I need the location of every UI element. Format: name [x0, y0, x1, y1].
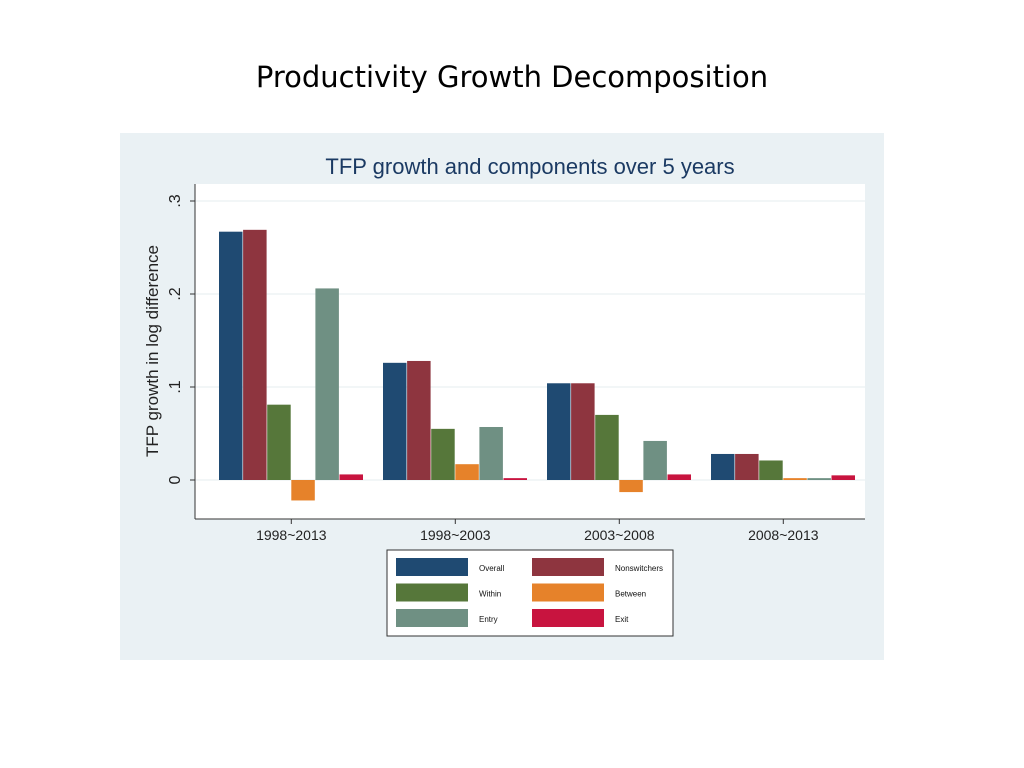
bar-between-1 [291, 480, 315, 501]
x-tick-label: 2003~2008 [584, 527, 655, 543]
bar-exit-3 [667, 474, 691, 480]
legend-label-entry: Entry [479, 615, 498, 624]
y-tick-label: .3 [167, 194, 184, 207]
x-tick-label: 1998~2013 [256, 527, 327, 543]
x-tick-label: 2008~2013 [748, 527, 819, 543]
bar-between-2 [455, 464, 479, 480]
chart-title: TFP growth and components over 5 years [325, 154, 734, 179]
y-axis-label: TFP growth in log difference [143, 245, 162, 457]
y-tick-label: .1 [167, 380, 184, 393]
legend-label-overall: Overall [479, 564, 505, 573]
bar-within-4 [759, 460, 783, 480]
bars [219, 229, 855, 501]
legend-swatch-within [396, 583, 468, 602]
bar-entry-4 [807, 478, 831, 480]
bar-exit-4 [831, 475, 855, 480]
bar-entry-2 [479, 426, 503, 480]
chart-figure: TFP growth and components over 5 years 0… [120, 133, 884, 660]
bar-within-2 [431, 428, 455, 480]
bar-between-3 [619, 480, 643, 493]
bar-overall-4 [711, 453, 735, 480]
x-tick-label: 1998~2003 [420, 527, 491, 543]
legend-swatch-overall [396, 558, 468, 576]
bar-nonswitchers-3 [571, 383, 595, 480]
bar-entry-1 [315, 288, 339, 480]
bar-within-3 [595, 414, 619, 480]
legend-label-within: Within [479, 590, 501, 599]
bar-between-4 [783, 478, 807, 480]
bar-overall-2 [383, 362, 407, 480]
bar-nonswitchers-2 [407, 360, 431, 480]
y-ticks: 0 .1 .2 .3 [167, 194, 195, 484]
bar-entry-3 [643, 440, 667, 480]
bar-exit-2 [503, 478, 527, 480]
y-tick-label: 0 [167, 475, 184, 484]
legend-swatch-nonswitchers [532, 558, 604, 576]
legend-label-nonswitchers: Nonswitchers [615, 564, 663, 573]
y-tick-label: .2 [167, 287, 184, 300]
legend-swatch-between [532, 583, 604, 602]
legend-swatch-entry [396, 609, 468, 627]
bar-chart: TFP growth and components over 5 years 0… [120, 133, 884, 660]
bar-nonswitchers-4 [735, 453, 759, 480]
x-ticks: 1998~2013 1998~2003 2003~2008 2008~2013 [256, 519, 819, 543]
bar-nonswitchers-1 [243, 229, 267, 480]
legend-label-exit: Exit [615, 615, 629, 624]
legend-swatch-exit [532, 609, 604, 627]
bar-within-1 [267, 404, 291, 480]
slide-title: Productivity Growth Decomposition [255, 60, 769, 94]
bar-exit-1 [339, 474, 363, 480]
legend-label-between: Between [615, 590, 646, 599]
bar-overall-3 [547, 383, 571, 480]
legend: Overall Nonswitchers Within Between Entry Exi… [386, 549, 674, 637]
bar-overall-1 [219, 231, 243, 480]
